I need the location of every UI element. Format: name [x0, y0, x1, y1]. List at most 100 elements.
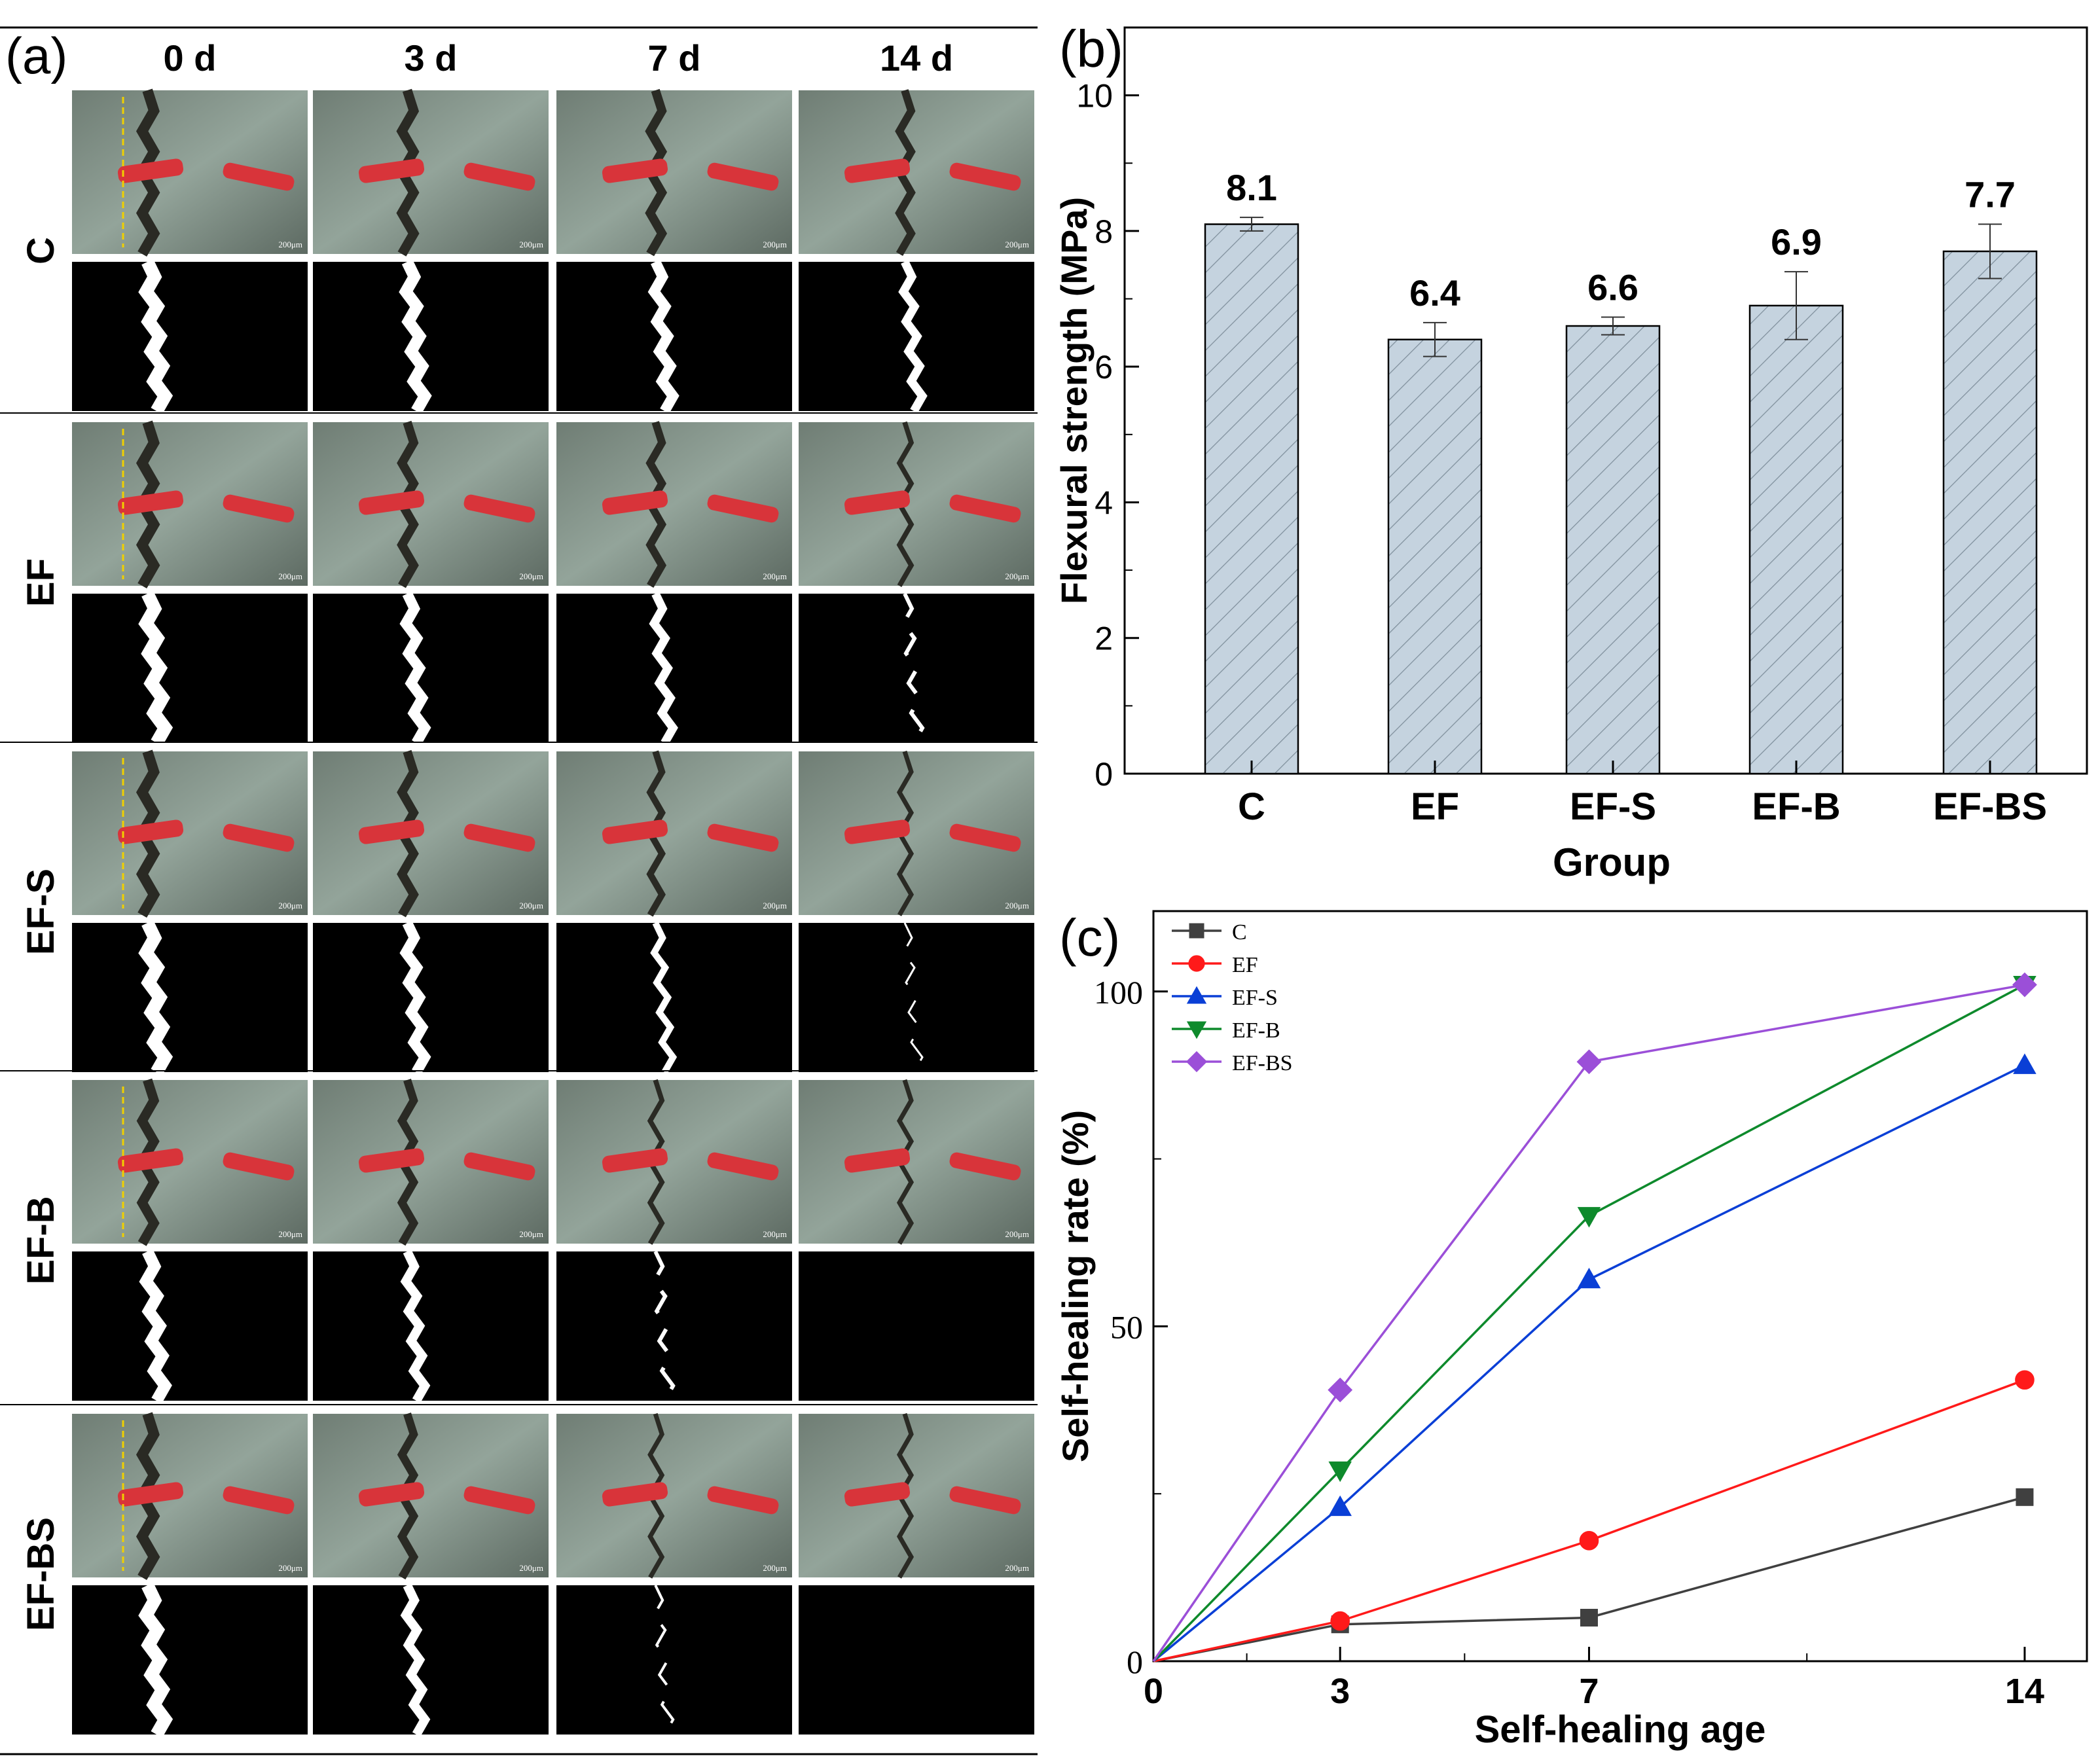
y-tick-label: 0 — [1095, 756, 1113, 793]
point-ef-s-14 — [2013, 1053, 2037, 1074]
binary-image-EF-BS-0 — [72, 1585, 308, 1735]
bar-ef — [1387, 338, 1483, 775]
panel-c-line-chart: (c) 0 50 100 0 3 7 14 Self-healing age Self-heali… — [1055, 908, 2088, 1751]
binary-crack — [650, 921, 678, 1074]
panel-b-label: (b) — [1059, 20, 1123, 78]
legend-marker-ef-s — [1186, 986, 1207, 1004]
binary-image-EF-B-2 — [556, 1251, 792, 1401]
fiber-mark — [949, 823, 1021, 852]
fiber-mark — [463, 1152, 535, 1181]
scale-bar-label: 200μm — [278, 240, 302, 249]
binary-crack — [651, 1250, 676, 1402]
fiber-mark — [223, 1486, 295, 1515]
point-ef-14 — [2015, 1370, 2035, 1390]
binary-image-EF-B-0 — [72, 1251, 308, 1401]
fiber-mark — [602, 1148, 668, 1173]
x-tick-label: 14 — [2005, 1672, 2044, 1711]
fiber-mark — [223, 494, 295, 523]
fiber-mark — [463, 494, 535, 523]
fiber-mark — [602, 490, 668, 515]
row-label-ef-b: EF-B — [20, 1196, 62, 1284]
fiber-mark — [602, 1482, 668, 1507]
series-line-c — [1153, 1496, 2025, 1663]
scale-bar-label: 200μm — [1005, 1563, 1029, 1573]
fiber-mark — [844, 1482, 911, 1507]
panel-a-image-grid: (a) 0 d 3 d 7 d 14 d C 200μm 200μm 200μm 200μm EF 2… — [0, 26, 1038, 1755]
x-tick-label-c: C — [1238, 785, 1265, 828]
fiber-mark — [707, 1152, 779, 1181]
fiber-mark — [844, 1148, 911, 1173]
binary-crack — [399, 591, 431, 746]
fiber-mark — [358, 490, 425, 515]
panel-b-bar-chart: (b) 0 2 4 6 8 10 8.1 C 6.4 EF 6.6 EF-S 6.9 EF-B 7.7 EF-B… — [1053, 20, 2088, 884]
binary-crack — [399, 920, 431, 1075]
legend-label-ef-s: EF-S — [1232, 986, 1278, 1010]
binary-crack — [901, 592, 925, 744]
binary-image-EF-BS-2 — [556, 1585, 792, 1735]
binary-crack — [649, 592, 678, 746]
binary-crack — [138, 259, 173, 414]
scale-bar-label: 200μm — [519, 1229, 543, 1239]
binary-image-C-2 — [556, 262, 792, 411]
binary-image-EF-1 — [313, 594, 549, 743]
scale-bar-label: 200μm — [278, 901, 302, 910]
column-header-0: 0 d — [164, 37, 217, 79]
fiber-mark — [707, 1486, 779, 1515]
fiber-mark — [463, 162, 535, 191]
fiber-mark — [117, 1482, 184, 1507]
x-axis-label: Group — [1553, 840, 1671, 884]
fiber-mark — [844, 158, 911, 183]
data-label-c: 8.1 — [1226, 167, 1277, 208]
binary-crack — [652, 1585, 675, 1735]
fiber-mark — [949, 162, 1021, 191]
legend-marker-ef-bs — [1186, 1051, 1208, 1073]
binary-image-EF-0 — [72, 594, 308, 743]
x-tick-label-ef-bs: EF-BS — [1933, 785, 2047, 828]
binary-image-EF-2 — [556, 594, 792, 743]
legend-marker-ef-b — [1186, 1021, 1207, 1039]
y-tick-label: 8 — [1095, 213, 1113, 250]
x-axis-label: Self-healing age — [1475, 1708, 1766, 1751]
scale-bar-label: 200μm — [1005, 240, 1029, 249]
fiber-mark — [358, 1148, 425, 1173]
series-line-ef — [1153, 1378, 2025, 1663]
binary-crack — [138, 590, 173, 746]
bar-ef-bs — [1942, 250, 2038, 775]
bar-c — [1204, 223, 1299, 775]
fiber-mark — [358, 1482, 425, 1507]
y-tick-label: 4 — [1095, 484, 1113, 521]
point-ef-s-7 — [1577, 1267, 1601, 1289]
y-tick-label: 0 — [1127, 1644, 1143, 1680]
binary-crack — [902, 922, 924, 1073]
binary-image-EF-BS-3 — [799, 1585, 1034, 1735]
scale-bar-label: 200μm — [763, 240, 787, 249]
binary-image-C-0 — [72, 262, 308, 411]
fiber-mark — [949, 1486, 1021, 1515]
row-label-c: C — [20, 237, 62, 264]
bar-ef-s — [1565, 325, 1661, 775]
series-line-ef-b — [1152, 984, 2025, 1663]
column-header-2: 7 d — [648, 37, 701, 79]
row-label-ef: EF — [20, 558, 62, 607]
x-tick-label-ef: EF — [1411, 785, 1459, 828]
row-label-ef-s: EF-S — [20, 869, 62, 955]
fiber-mark — [223, 1152, 295, 1181]
y-axis-label: Self-healing rate (%) — [1055, 1110, 1096, 1462]
fiber-mark — [117, 1148, 184, 1173]
fiber-mark — [358, 158, 425, 183]
y-tick-label: 100 — [1094, 974, 1143, 1011]
binary-crack — [138, 920, 173, 1075]
scale-bar-label: 200μm — [278, 1563, 302, 1573]
scale-bar-label: 200μm — [278, 571, 302, 581]
fiber-mark — [844, 490, 911, 515]
point-ef-bs-3 — [1328, 1377, 1353, 1403]
fiber-mark — [117, 158, 184, 183]
binary-crack — [898, 260, 928, 414]
legend-label-ef-bs: EF-BS — [1232, 1051, 1293, 1075]
legend-label-ef-b: EF-B — [1232, 1018, 1280, 1043]
scale-bar-label: 200μm — [1005, 1229, 1029, 1239]
binary-image-EF-B-1 — [313, 1251, 549, 1401]
binary-image-EF-S-1 — [313, 923, 549, 1072]
binary-crack — [138, 1582, 173, 1738]
fiber-mark — [949, 1152, 1021, 1181]
